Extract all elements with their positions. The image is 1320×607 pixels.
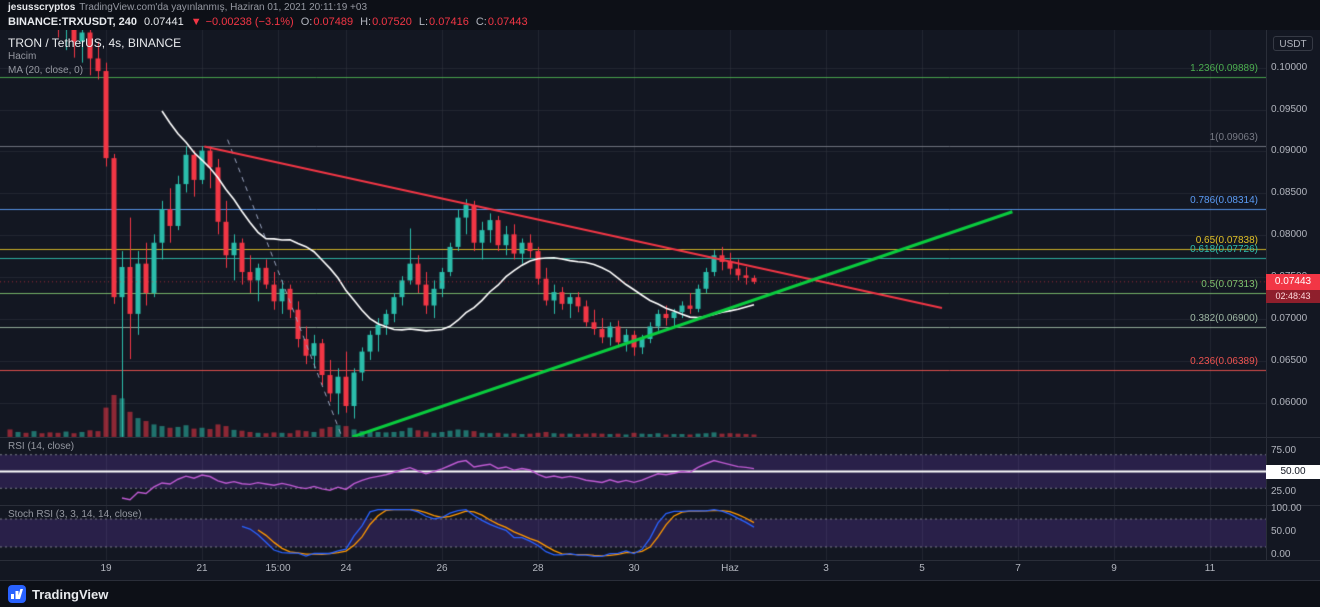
- high-label: H:: [360, 16, 372, 28]
- chart-area[interactable]: [0, 30, 1266, 560]
- time-axis[interactable]: [0, 560, 1320, 580]
- publish-header: jesusscryptos TradingView.com'da yayınlan…: [0, 0, 1320, 15]
- open-value: 0.07489: [313, 16, 354, 28]
- close-value: 0.07443: [487, 16, 528, 28]
- last-price: 0.07441: [143, 16, 184, 28]
- chart-legend: TRON / TetherUS, 4s, BINANCE Hacim MA (2…: [8, 36, 181, 78]
- symbol-name[interactable]: BINANCE:TRXUSDT, 240: [8, 16, 137, 28]
- legend-symbol-title[interactable]: TRON / TetherUS, 4s, BINANCE: [8, 36, 182, 50]
- legend-ma-label[interactable]: MA (20, close, 0): [8, 65, 84, 76]
- legend-volume-label[interactable]: Hacim: [8, 51, 37, 62]
- candle-countdown-badge: 02:48:43: [1266, 290, 1320, 303]
- currency-badge: USDT: [1273, 36, 1313, 51]
- symbol-info-bar: BINANCE:TRXUSDT, 240 0.07441 ▼ −0.00238 (…: [0, 15, 1320, 30]
- high-value: 0.07520: [372, 16, 412, 28]
- open-label: O:: [300, 16, 313, 28]
- rsi-midline-badge: 50.00: [1266, 465, 1320, 479]
- username-link[interactable]: jesusscryptos: [8, 2, 76, 13]
- low-label: L:: [418, 16, 429, 28]
- pane-divider[interactable]: [0, 437, 1320, 438]
- pane-divider[interactable]: [0, 505, 1320, 506]
- stoch-rsi-legend[interactable]: Stoch RSI (3, 3, 14, 14, close): [8, 509, 142, 520]
- low-value: 0.07416: [429, 16, 469, 28]
- tradingview-logo-icon[interactable]: [8, 585, 26, 603]
- published-text: TradingView.com'da yayınlanmış, Haziran …: [79, 2, 367, 13]
- chart-canvas[interactable]: [0, 30, 1266, 560]
- price-change: −0.00238 (−3.1%): [205, 16, 294, 28]
- down-arrow-icon: ▼: [190, 16, 202, 28]
- tradingview-brand[interactable]: TradingView: [32, 586, 109, 602]
- footer-bar: TradingView: [0, 580, 1320, 607]
- rsi-legend[interactable]: RSI (14, close): [8, 441, 75, 452]
- close-label: C:: [475, 16, 487, 28]
- current-price-badge: 0.07443: [1266, 274, 1320, 290]
